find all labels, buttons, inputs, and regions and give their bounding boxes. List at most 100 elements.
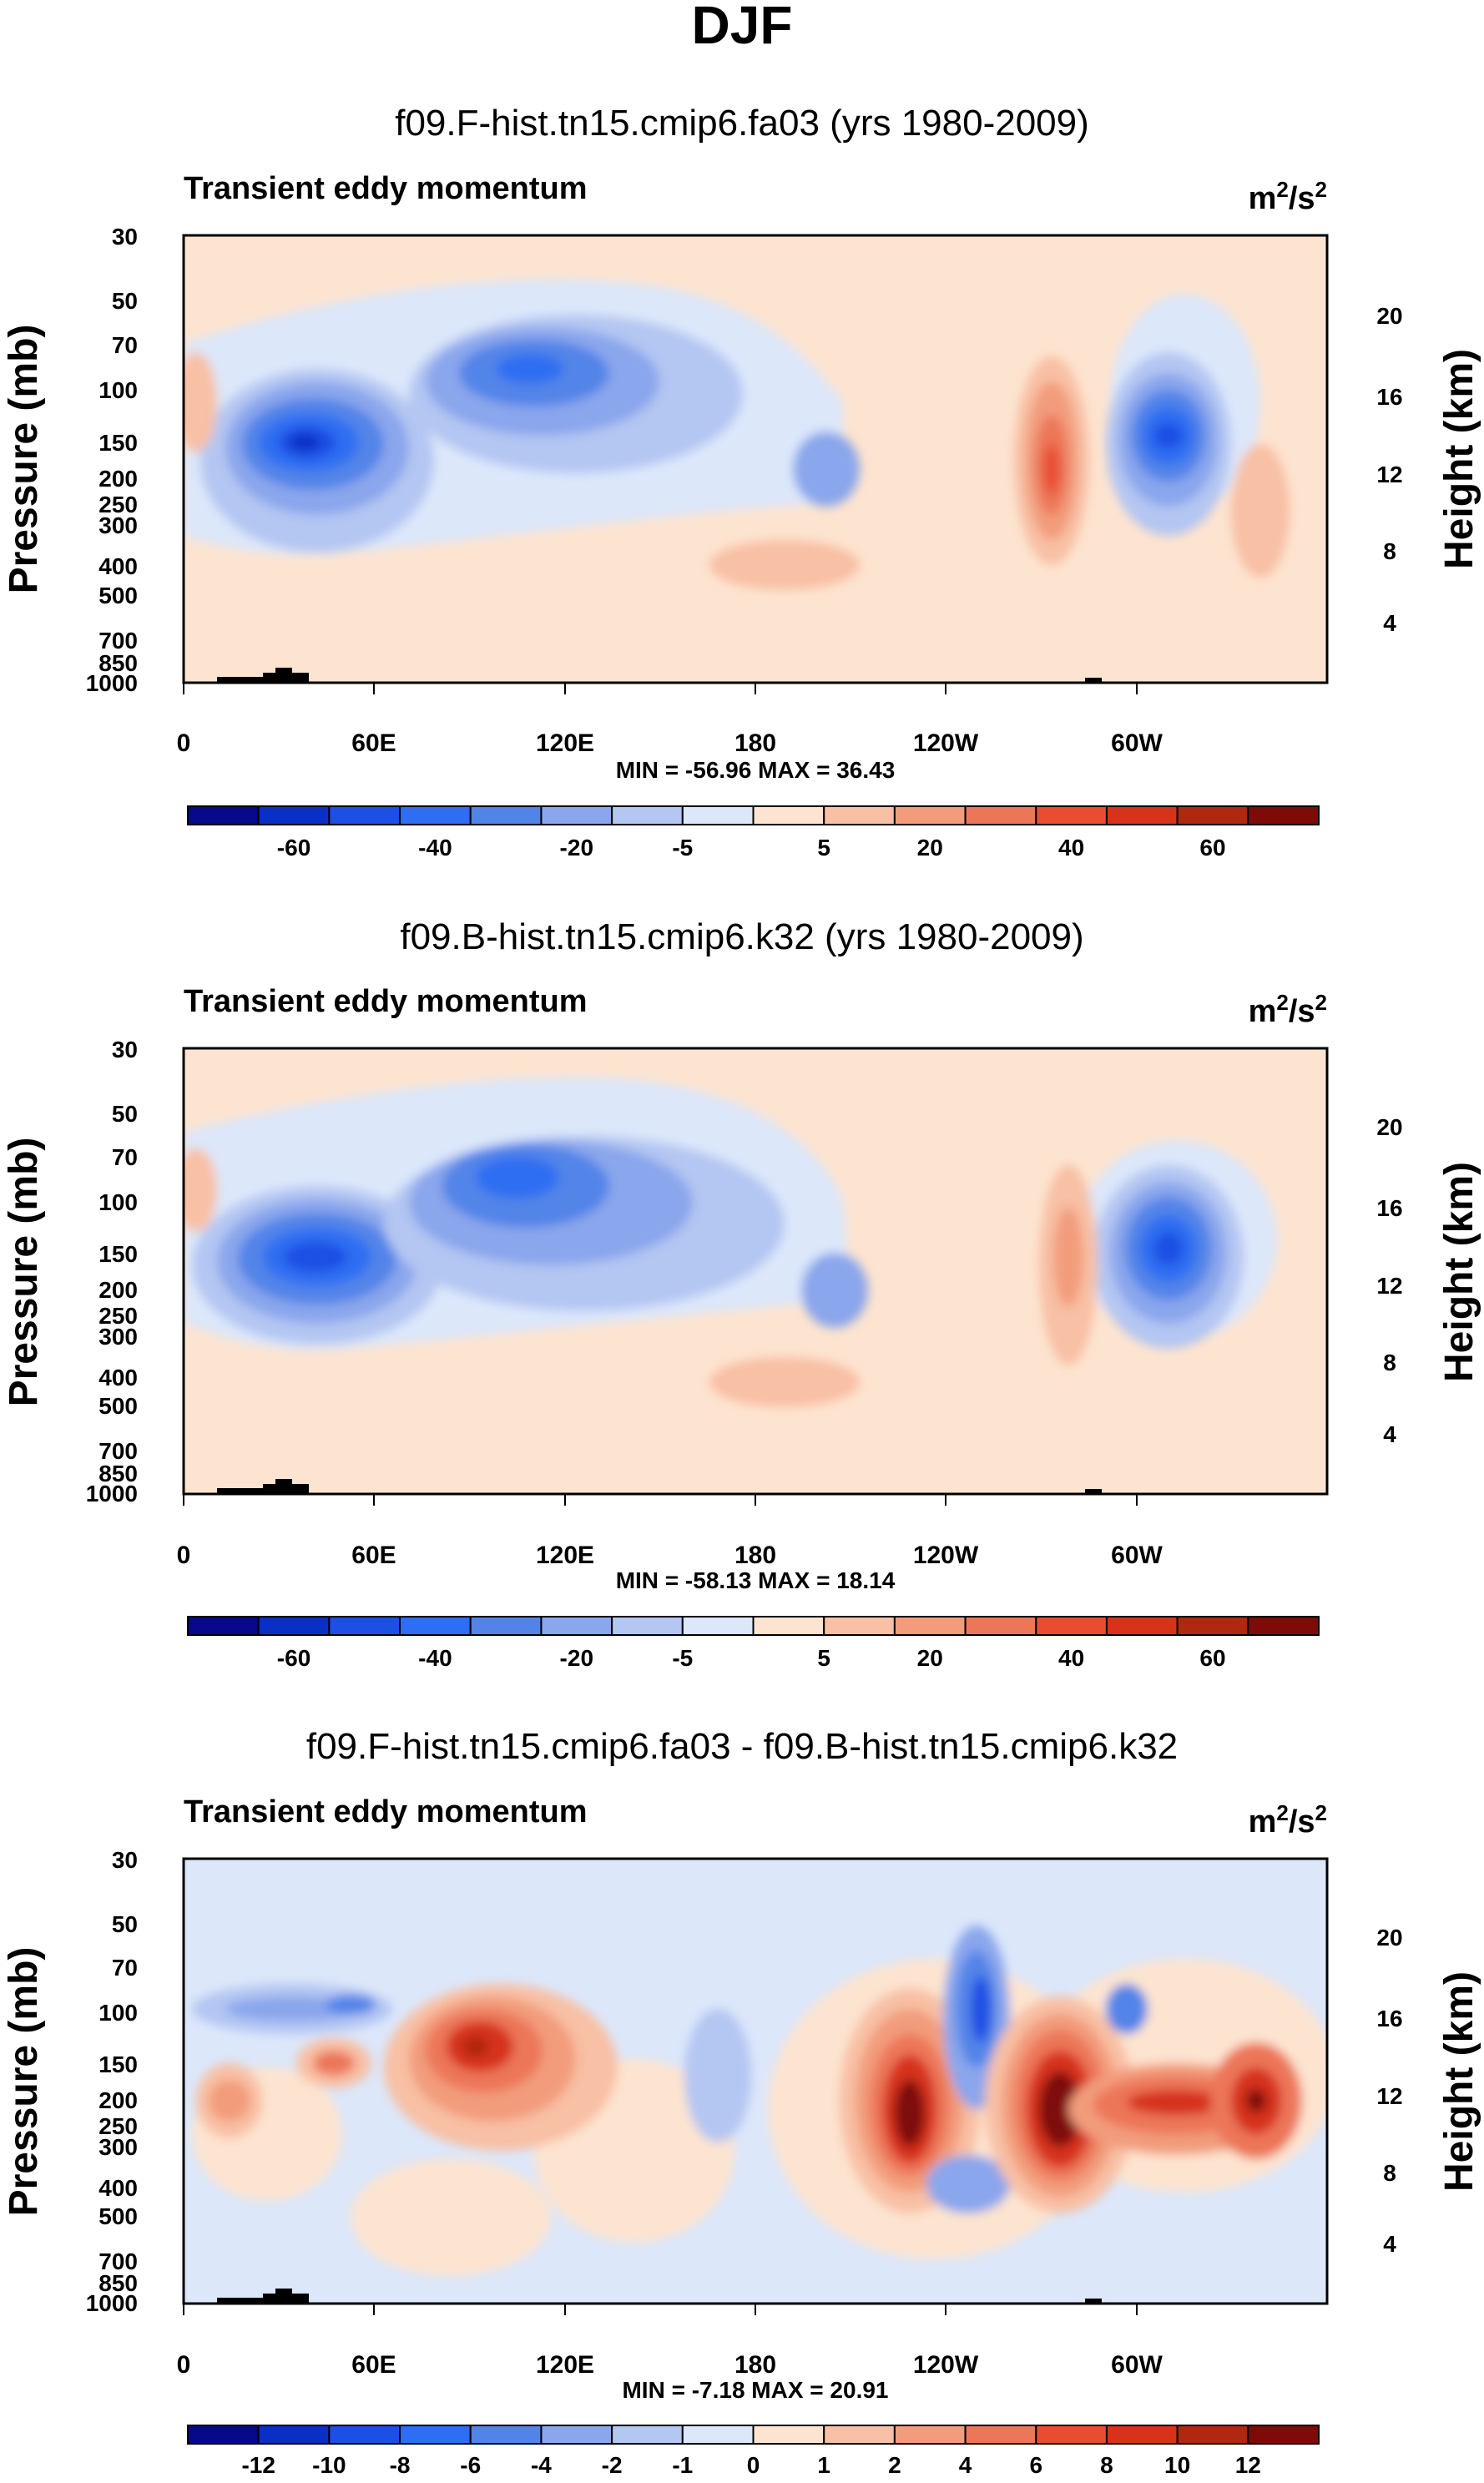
- panel-1-contour: [1043, 444, 1060, 494]
- panel-1-contour: [290, 434, 320, 451]
- panel-3-contour: [1039, 2072, 1081, 2147]
- colorbar-swatch: [399, 1616, 472, 1636]
- colorbar-label: -60: [277, 835, 310, 860]
- y-tick-label: 30: [112, 1037, 138, 1062]
- y-tick-label: 50: [112, 1101, 138, 1127]
- panel-1-topography: [217, 668, 309, 683]
- y2-tick-label: 4: [1383, 2231, 1396, 2257]
- y-tick-label: 850: [98, 1461, 138, 1486]
- colorbar-swatch: [257, 1616, 331, 1636]
- panel-1-units: m2/s2: [1249, 177, 1327, 216]
- panel-3-contour: [684, 2009, 751, 2142]
- panel-1-contour: [709, 540, 860, 590]
- panel-3-topography: [217, 2289, 309, 2304]
- colorbar-label: -2: [602, 2452, 623, 2478]
- y-tick-label: 150: [98, 1241, 138, 1267]
- panel-3-contour: [971, 1976, 991, 2042]
- x-tick-label: 0: [177, 1542, 191, 1569]
- x-tick-label: 120W: [913, 1542, 979, 1569]
- colorbar-label: 60: [1199, 835, 1225, 860]
- y-tick-label: 500: [98, 583, 138, 608]
- colorbar-label: -1: [672, 2452, 693, 2478]
- panel-1-colorbar: -60 -40 -20 -5 5 20 40 60: [187, 805, 1320, 860]
- colorbar-swatch: [752, 2425, 825, 2445]
- colorbar-label: 10: [1164, 2452, 1190, 2478]
- colorbar-swatch: [1105, 805, 1179, 825]
- y2-tick-label: 20: [1376, 303, 1402, 329]
- colorbar-swatch: [823, 1616, 896, 1636]
- panel-1-y2label: Height (km): [1437, 349, 1481, 569]
- x-tick-label: 60W: [1111, 2351, 1163, 2379]
- y2-tick-label: 12: [1376, 462, 1402, 487]
- y-tick-label: 250: [98, 2113, 138, 2139]
- panel-2-y2label: Height (km): [1437, 1162, 1481, 1382]
- colorbar-swatch: [681, 2425, 755, 2445]
- panel-2-x-ticks: 0 60E 120E 180 120W 60W: [177, 1494, 1163, 1569]
- x-tick-label: 60E: [351, 729, 396, 757]
- panel-3-field: [184, 1859, 1327, 2304]
- y-tick-label: 850: [98, 650, 138, 676]
- y2-tick-label: 8: [1383, 538, 1396, 564]
- colorbar-swatch: [1176, 805, 1249, 825]
- colorbar-swatch: [540, 1616, 613, 1636]
- colorbar-swatch: [187, 1616, 260, 1636]
- x-tick-label: 60E: [351, 1542, 396, 1569]
- panel-3-contour: [895, 2080, 925, 2147]
- colorbar-swatch: [893, 2425, 967, 2445]
- y-tick-label: 850: [98, 2270, 138, 2296]
- y2-tick-label: 16: [1376, 2006, 1402, 2031]
- y2-tick-label: 4: [1383, 1421, 1396, 1447]
- colorbar-label: -40: [418, 1645, 452, 1671]
- y-tick-label: 250: [98, 492, 138, 517]
- y-tick-label: 30: [112, 224, 138, 250]
- panel-3-contour: [1106, 1984, 1148, 2034]
- colorbar-swatch: [540, 805, 613, 825]
- panel-2-y-ticks: 30 50 70 100 150 200 250 300 400 500 700…: [86, 1037, 138, 1506]
- panel-1-contour: [793, 431, 860, 507]
- panel-2-contour: [1053, 1207, 1083, 1307]
- panel-3: f09.F-hist.tn15.cmip6.fa03 - f09.B-hist.…: [2, 1726, 1481, 2478]
- y2-tick-label: 16: [1376, 1195, 1402, 1221]
- panel-3-subtitle: Transient eddy momentum: [184, 1794, 588, 1829]
- panel-2-contour: [284, 1242, 347, 1272]
- colorbar-label: -40: [418, 835, 452, 860]
- panel-3-y2label: Height (km): [1437, 1971, 1481, 2192]
- y-tick-label: 700: [98, 1438, 138, 1464]
- colorbar-label: 8: [1100, 2452, 1113, 2478]
- x-tick-label: 180: [734, 1542, 776, 1569]
- y-tick-label: 300: [98, 1324, 138, 1350]
- panel-3-y2-ticks: 20 16 12 8 4: [1376, 1925, 1402, 2257]
- colorbar-label: 12: [1235, 2452, 1261, 2478]
- panel-1-y2-ticks: 20 16 12 8 4: [1376, 303, 1402, 636]
- colorbar-swatch: [1247, 1616, 1320, 1636]
- panel-2-contour: [476, 1157, 559, 1199]
- colorbar-label: -20: [560, 835, 593, 860]
- colorbar-swatch: [187, 2425, 260, 2445]
- y-tick-label: 500: [98, 1393, 138, 1419]
- colorbar-swatch: [1035, 805, 1108, 825]
- colorbar-swatch: [681, 805, 755, 825]
- y-tick-label: 700: [98, 628, 138, 654]
- panel-3-contour: [463, 2036, 488, 2057]
- panel-1-contour: [497, 354, 563, 384]
- panel-3-title: f09.F-hist.tn15.cmip6.fa03 - f09.B-hist.…: [306, 1726, 1178, 1767]
- panel-2-contour: [801, 1253, 868, 1328]
- y-tick-label: 50: [112, 288, 138, 314]
- y-tick-label: 50: [112, 1911, 138, 1937]
- colorbar-swatch: [399, 805, 472, 825]
- colorbar-label: -10: [312, 2452, 346, 2478]
- panel-1-contour: [184, 352, 217, 452]
- colorbar-swatch: [469, 2425, 543, 2445]
- x-tick-label: 180: [734, 2351, 776, 2379]
- panel-1-contour: [1231, 444, 1290, 578]
- x-tick-label: 120E: [536, 1542, 594, 1569]
- colorbar-swatch: [1176, 1616, 1249, 1636]
- colorbar-label: 40: [1058, 1645, 1084, 1671]
- x-tick-label: 180: [734, 729, 776, 757]
- y-tick-label: 1000: [86, 670, 138, 696]
- y-tick-label: 70: [112, 332, 138, 358]
- y2-tick-label: 4: [1383, 610, 1396, 636]
- colorbar-swatch: [823, 805, 896, 825]
- colorbar-swatch: [681, 1616, 755, 1636]
